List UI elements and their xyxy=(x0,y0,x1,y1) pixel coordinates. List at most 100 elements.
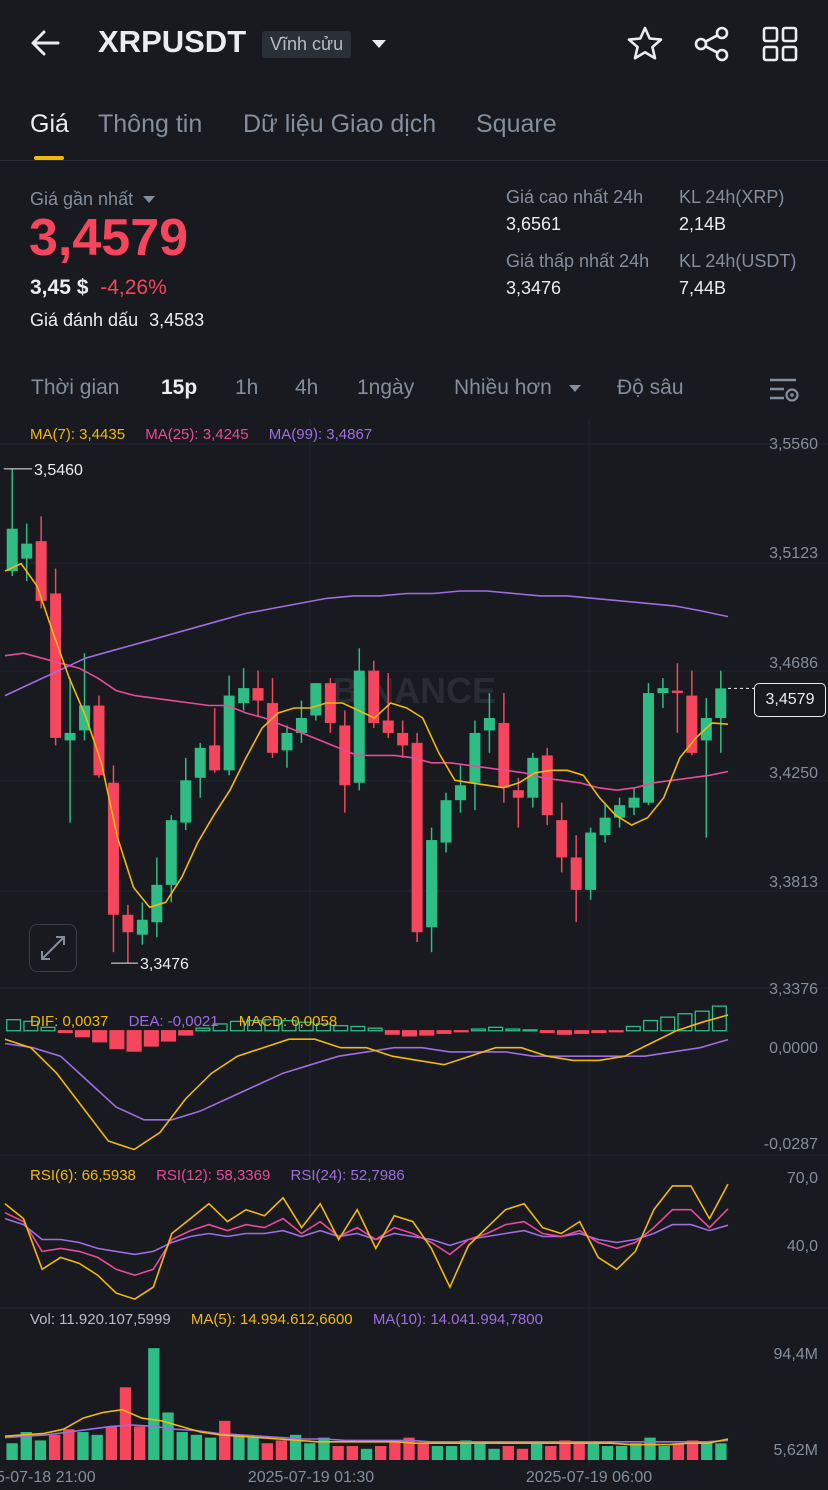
macd-bar xyxy=(23,1020,39,1032)
candle-body xyxy=(397,732,409,746)
tf-1d[interactable]: 1ngày xyxy=(357,376,415,399)
tf-more[interactable]: Nhiều hơn xyxy=(454,376,582,400)
time-axis-label: 2025-07-19 06:00 xyxy=(526,1469,652,1486)
vol-ma10-value: MA(10): 14.041.994,7800 xyxy=(372,1311,543,1328)
star-icon[interactable] xyxy=(625,24,665,64)
volume-bar xyxy=(559,1440,571,1460)
candle-body xyxy=(64,732,76,741)
volume-panel xyxy=(4,1348,729,1460)
macd-bar xyxy=(178,1030,194,1036)
macd-bar xyxy=(711,1005,727,1032)
macd-bar xyxy=(625,1025,641,1032)
candle-body xyxy=(50,593,62,738)
symbol-title[interactable]: XRPUSDT xyxy=(98,24,247,59)
macd-axis-label: -0,0287 xyxy=(764,1136,818,1153)
macd-bar xyxy=(40,1026,56,1032)
candle-body xyxy=(252,688,264,701)
volume-bar xyxy=(672,1443,685,1460)
top-bar: XRPUSDT Vĩnh cửu xyxy=(0,0,828,88)
volume-bar xyxy=(63,1429,75,1460)
candle-body xyxy=(599,817,611,836)
volume-bar xyxy=(346,1446,358,1460)
candle-body xyxy=(310,683,322,716)
vol-usdt-label: KL 24h(USDT) xyxy=(679,251,797,271)
vol-usdt: 7,44B xyxy=(679,278,727,298)
tab-price[interactable]: Giá xyxy=(30,110,69,138)
candle-body xyxy=(180,780,192,823)
rsi6-value: RSI(6): 66,5938 xyxy=(30,1167,136,1184)
volume-bar xyxy=(389,1440,401,1460)
candle-body xyxy=(715,688,727,718)
last-price-label[interactable]: Giá gần nhất xyxy=(30,189,156,210)
volume-bar xyxy=(545,1446,557,1460)
macd-bar xyxy=(436,1030,452,1034)
macd-bar xyxy=(195,1027,211,1032)
macd-bar xyxy=(109,1030,125,1050)
candle-body xyxy=(382,720,394,733)
volume-bar xyxy=(48,1434,61,1460)
candle-body xyxy=(136,919,148,935)
back-arrow-icon[interactable] xyxy=(28,22,68,64)
macd-bar xyxy=(384,1030,400,1035)
chart-settings-icon[interactable] xyxy=(768,376,800,404)
macd-bar xyxy=(453,1030,469,1033)
macd-bar xyxy=(401,1030,418,1037)
volume-bar xyxy=(403,1437,415,1460)
tf-4h[interactable]: 4h xyxy=(295,376,319,399)
volume-bar xyxy=(6,1443,18,1460)
macd-bar xyxy=(643,1019,659,1032)
macd-bar xyxy=(74,1030,91,1038)
candle-body xyxy=(122,914,134,933)
candle-body xyxy=(556,820,568,858)
candle-body xyxy=(368,670,380,723)
macd-bar xyxy=(367,1027,383,1032)
macd-bar xyxy=(608,1030,624,1033)
tf-time[interactable]: Thời gian xyxy=(31,376,120,399)
macd-bar xyxy=(143,1030,159,1047)
rsi-panel xyxy=(4,1183,729,1300)
volume-bar xyxy=(34,1440,47,1460)
rsi-axis-label: 70,0 xyxy=(787,1170,818,1187)
chevron-down-icon[interactable] xyxy=(370,38,388,50)
price-axis-label: 3,5560 xyxy=(769,436,818,453)
tf-1h[interactable]: 1h xyxy=(235,376,259,399)
candle-body xyxy=(6,528,18,572)
volume-bar xyxy=(573,1443,585,1460)
volume-bar xyxy=(715,1443,727,1460)
candle-body xyxy=(411,742,423,933)
macd-value: MACD: 0,0058 xyxy=(238,1013,338,1030)
share-icon[interactable] xyxy=(692,24,732,64)
tf-depth[interactable]: Độ sâu xyxy=(617,376,684,399)
volume-bar xyxy=(630,1443,642,1460)
volume-bar xyxy=(134,1426,146,1460)
vol-ma5-line xyxy=(4,1408,729,1446)
volume-bar xyxy=(261,1443,273,1460)
tab-trading-data[interactable]: Dữ liệu Giao dịch xyxy=(243,110,437,138)
last-price: 3,4579 xyxy=(29,209,189,267)
chevron-down-icon xyxy=(568,385,581,392)
tab-info[interactable]: Thông tin xyxy=(98,110,203,138)
macd-dea-line xyxy=(4,1038,729,1121)
volume-bar xyxy=(20,1432,32,1460)
volume-bar xyxy=(332,1446,344,1460)
vol-xrp: 2,14B xyxy=(679,214,727,234)
macd-bar xyxy=(591,1030,607,1034)
volume-bar xyxy=(148,1348,160,1460)
volume-bar xyxy=(431,1446,444,1460)
ma99-value: MA(99): 3,4867 xyxy=(268,426,373,443)
tf-15m[interactable]: 15p xyxy=(161,376,198,399)
high-24h-label: Giá cao nhất 24h xyxy=(506,187,644,207)
volume-bar xyxy=(91,1434,103,1460)
volume-bar xyxy=(502,1446,514,1460)
time-axis-label: 2025-07-19 01:30 xyxy=(248,1469,374,1486)
volume-bar xyxy=(375,1446,387,1460)
rsi6-line xyxy=(4,1183,729,1300)
fullscreen-button[interactable] xyxy=(29,924,77,972)
volume-bar xyxy=(658,1446,670,1460)
volume-bar xyxy=(318,1437,330,1460)
tab-square[interactable]: Square xyxy=(476,110,557,138)
volume-bar xyxy=(460,1440,472,1460)
grid-menu-icon[interactable] xyxy=(760,24,800,64)
macd-bar xyxy=(281,1019,297,1032)
